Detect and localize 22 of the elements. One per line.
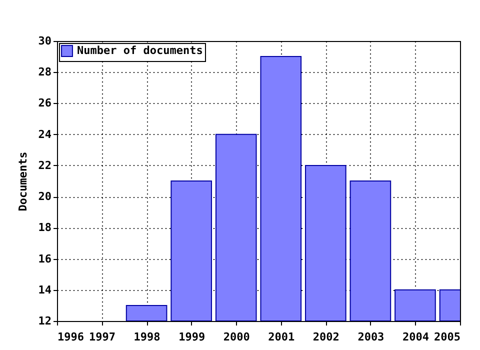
legend-label: Number of documents [77,44,203,57]
x-tick-label: 2005 [434,330,460,344]
y-tick-label: 18 [38,221,52,234]
y-tick-label: 30 [38,34,52,48]
y-tick-label: 16 [38,252,52,266]
x-tick-label: 1999 [178,330,206,344]
x-tick-label: 1997 [89,330,116,344]
y-tick-label: 26 [38,96,52,110]
y-tick-label: 14 [38,283,52,296]
x-tick-label: 2000 [223,330,250,344]
x-tick-label: 2003 [358,330,384,344]
x-tick-label: 2004 [402,330,430,344]
y-axis-title: Documents [16,152,30,212]
y-tick-label: 28 [38,66,52,79]
y-tick-label: 20 [38,190,52,204]
x-tick-label: 1998 [134,330,160,344]
x-tick-label: 2001 [268,330,296,344]
y-tick-label: 24 [38,128,52,141]
y-tick-label: 12 [38,314,52,328]
x-tick-label: 2002 [312,330,340,344]
x-tick-label: 1996 [58,330,84,344]
y-tick-label: 22 [38,158,52,172]
